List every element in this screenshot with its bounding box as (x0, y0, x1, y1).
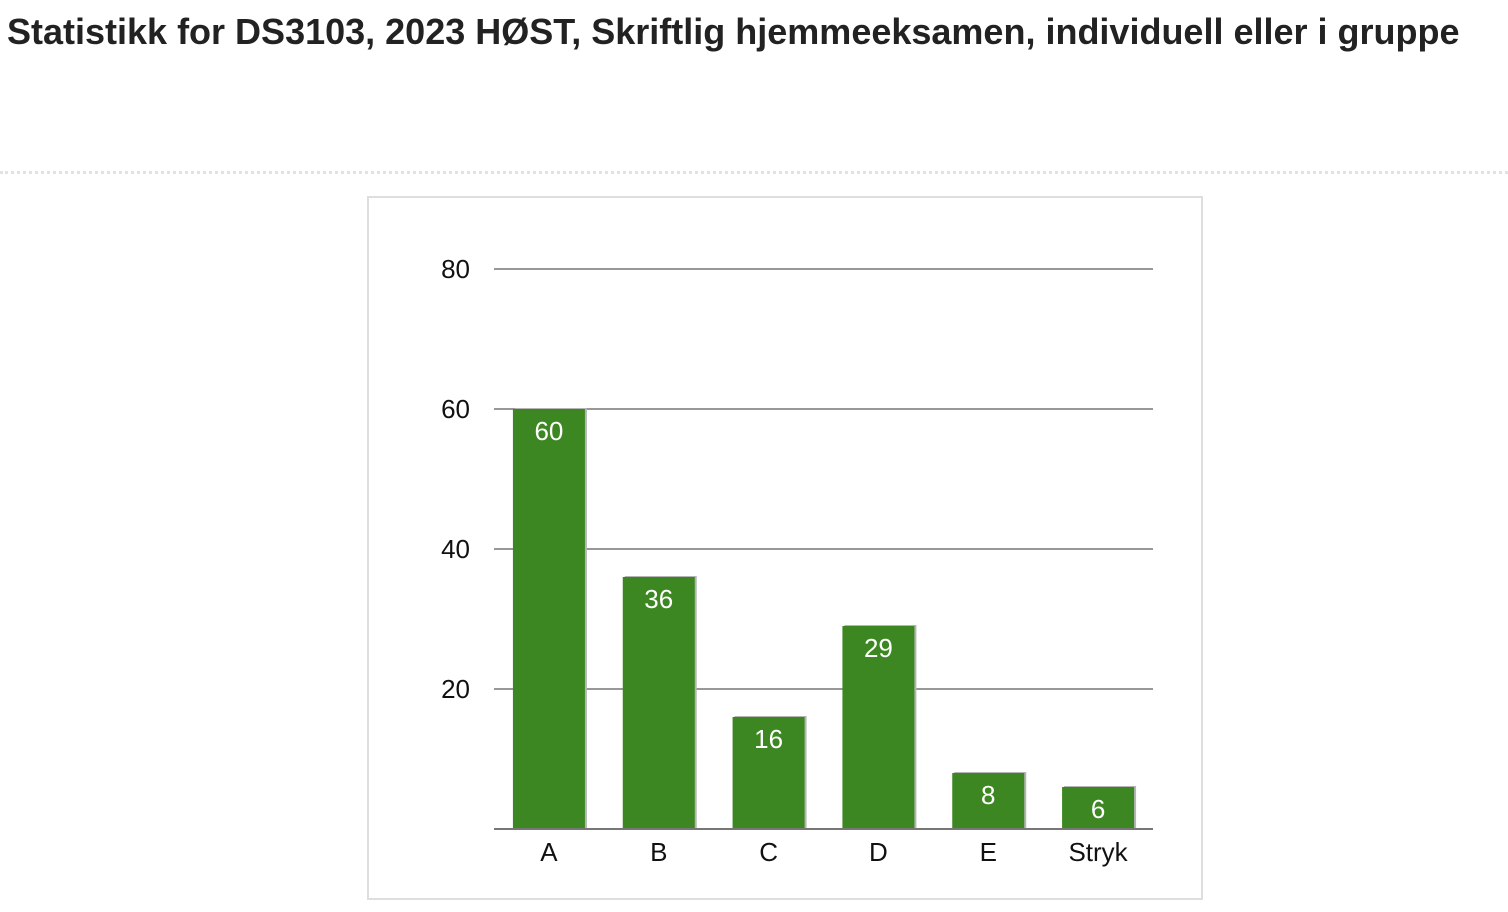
data-label: 36 (644, 584, 673, 614)
bar-e (952, 773, 1025, 829)
chart-container: 20 40 60 80 60 A 36 B 16 C 29 D 8 E 6 Stryk (367, 196, 1203, 900)
data-label: 16 (754, 724, 783, 754)
x-category-label: E (980, 837, 997, 867)
x-category-label: Stryk (1068, 837, 1128, 867)
x-category-label: A (540, 837, 558, 867)
x-category-label: D (869, 837, 888, 867)
x-category-label: C (759, 837, 778, 867)
title-divider (0, 171, 1508, 174)
y-tick-label: 80 (441, 254, 470, 284)
data-label: 8 (981, 780, 995, 810)
data-label: 60 (534, 416, 563, 446)
y-tick-label: 20 (441, 674, 470, 704)
page-title: Statistikk for DS3103, 2023 HØST, Skrift… (7, 11, 1460, 52)
bar-d (842, 626, 915, 829)
data-label: 6 (1091, 794, 1105, 824)
bar-stryk (1062, 787, 1135, 829)
data-label: 29 (864, 633, 893, 663)
bar-a (512, 409, 585, 829)
x-category-label: B (650, 837, 667, 867)
y-tick-label: 40 (441, 534, 470, 564)
y-tick-label: 60 (441, 394, 470, 424)
bar-b (622, 577, 695, 829)
bar-c (732, 717, 805, 829)
bar-chart: 20 40 60 80 60 A 36 B 16 C 29 D 8 E 6 Stryk (441, 254, 1153, 867)
